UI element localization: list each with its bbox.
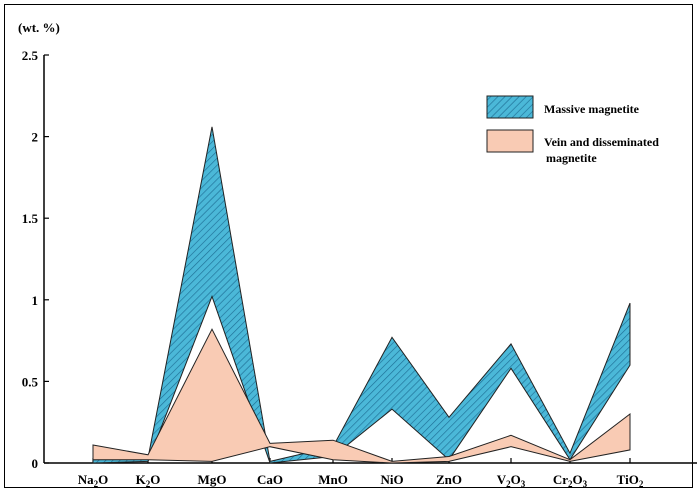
x-tick-label: Na2O [78, 472, 109, 489]
y-tick-label: 0 [32, 456, 39, 471]
y-tick-label: 1 [32, 293, 39, 308]
x-tick-label: MnO [318, 472, 348, 487]
x-tick-label: TiO2 [617, 472, 644, 489]
x-tick-label: ZnO [436, 472, 462, 487]
legend-label-vein: Vein and disseminated [544, 135, 659, 149]
x-tick-label: CaO [257, 472, 283, 487]
x-tick-label: V2O3 [497, 472, 526, 489]
y-tick-label: 2.5 [22, 48, 39, 63]
chart-frame [4, 4, 693, 488]
y-tick-label: 1.5 [22, 211, 39, 226]
x-tick-label: K2O [136, 472, 161, 489]
legend-swatch-massive [486, 95, 534, 119]
series-massive-band [92, 126, 631, 464]
legend-label-vein-line2: magnetite [546, 151, 597, 165]
y-tick-label: 2 [32, 130, 39, 145]
x-tick-label: NiO [380, 472, 403, 487]
legend-label-massive: Massive magnetite [544, 102, 640, 116]
legend-swatch-vein [486, 129, 534, 153]
y-tick-label: 0.5 [22, 374, 39, 389]
series-vein-band [92, 328, 631, 464]
x-tick-label: Cr2O3 [553, 472, 588, 489]
unit-label: (wt. %) [18, 20, 60, 35]
x-tick-label: MgO [198, 472, 227, 487]
